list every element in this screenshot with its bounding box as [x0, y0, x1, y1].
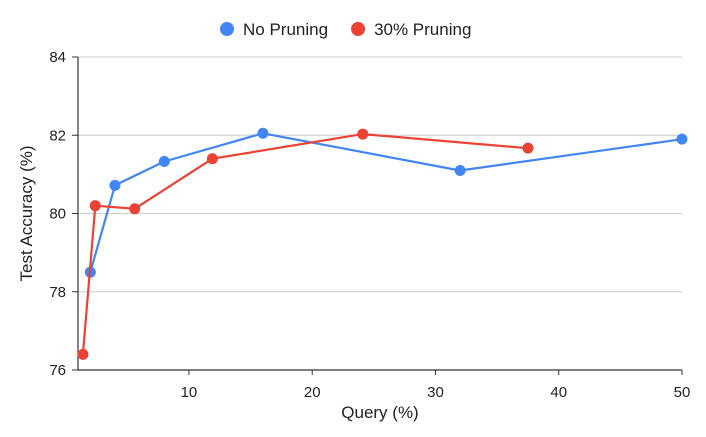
tick-label-x-30: 30: [427, 384, 444, 401]
legend-label-no-pruning: No Pruning: [243, 20, 328, 39]
tick-label-x-50: 50: [674, 384, 691, 401]
data-point-30-pruning-0: [77, 348, 89, 360]
y-axis-title: Test Accuracy (%): [17, 145, 36, 281]
tick-label-y-78: 78: [49, 284, 66, 301]
series-line-30-pruning: [81, 133, 528, 355]
data-point-30-pruning-5: [522, 142, 534, 154]
data-point-30-pruning-1: [89, 200, 101, 212]
data-point-30-pruning-3: [206, 153, 218, 165]
legend-marker-no-pruning: [220, 22, 234, 36]
legend-label-30-pruning: 30% Pruning: [374, 20, 471, 39]
tick-label-y-76: 76: [49, 362, 66, 379]
legend-marker-30-pruning: [351, 22, 366, 36]
data-point-no-pruning-1: [109, 179, 121, 191]
tick-label-x-10: 10: [181, 384, 198, 401]
data-point-no-pruning-4: [454, 164, 466, 176]
data-point-30-pruning-4: [357, 128, 369, 140]
data-point-no-pruning-5: [676, 133, 688, 145]
axes: [72, 56, 683, 375]
tick-label-y-80: 80: [49, 206, 66, 223]
legend: No Pruning 30% Pruning: [220, 20, 471, 39]
x-axis-title: Query (%): [341, 403, 418, 422]
tick-label-x-40: 40: [550, 384, 567, 401]
tick-label-x-20: 20: [304, 384, 321, 401]
tick-label-y-82: 82: [49, 127, 66, 144]
data-point-30-pruning-2: [129, 203, 141, 215]
data-point-no-pruning-3: [257, 127, 269, 139]
series-layer: [77, 127, 688, 360]
series-line-no-pruning: [89, 132, 683, 273]
gridlines: [78, 56, 682, 293]
tick-label-y-84: 84: [49, 49, 66, 66]
data-point-no-pruning-2: [158, 155, 170, 167]
tick-labels: 76 78 80 82 84 10 20 30 40 50: [49, 49, 690, 401]
